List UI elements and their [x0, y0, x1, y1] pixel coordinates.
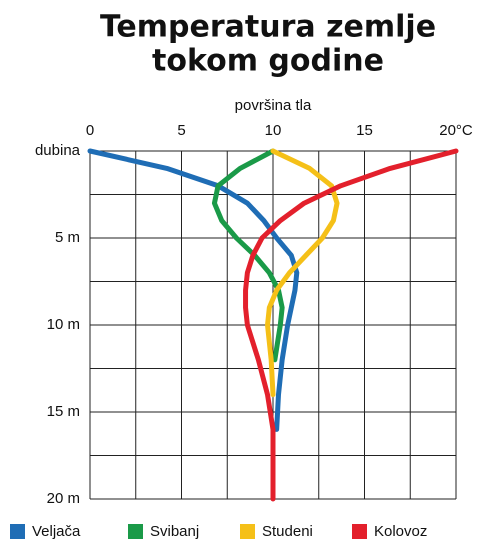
legend-label: Studeni	[262, 523, 313, 540]
x-tick-label: 20°C	[439, 122, 473, 139]
y-tick-label: 15 m	[47, 403, 80, 420]
chart-title: Temperatura zemlje	[100, 10, 436, 45]
x-tick-label: 5	[177, 122, 185, 139]
y-tick-label: 5 m	[55, 229, 80, 246]
chart-title: tokom godine	[152, 44, 384, 79]
x-axis-label: površina tla	[235, 97, 312, 114]
legend-swatch	[352, 524, 367, 539]
line-series	[243, 148, 459, 502]
line-series	[87, 148, 300, 432]
x-tick-label: 15	[356, 122, 373, 139]
line-series	[211, 148, 285, 363]
line-series	[265, 148, 340, 398]
x-tick-label: 0	[86, 122, 94, 139]
x-tick-label: 10	[265, 122, 282, 139]
legend-swatch	[240, 524, 255, 539]
y-tick-label: 20 m	[47, 490, 80, 507]
y-tick-label: dubina	[35, 142, 81, 159]
legend-label: Svibanj	[150, 523, 199, 540]
legend-label: Kolovoz	[374, 523, 427, 540]
legend-label: Veljača	[32, 523, 81, 540]
legend-swatch	[128, 524, 143, 539]
legend-swatch	[10, 524, 25, 539]
y-tick-label: 10 m	[47, 316, 80, 333]
